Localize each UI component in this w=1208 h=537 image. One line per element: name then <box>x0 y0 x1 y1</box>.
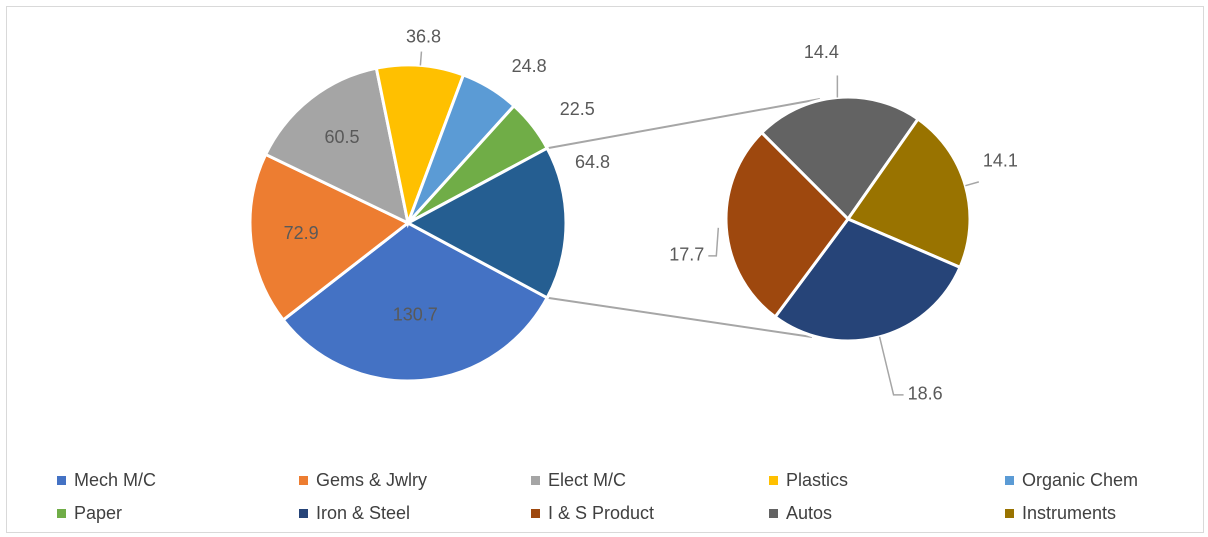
legend-label-organic-chem: Organic Chem <box>1022 470 1138 490</box>
data-labels: 130.7 72.9 60.5 36.8 24.8 22.5 64.8 14.4 14.1 18.… <box>284 26 1018 403</box>
chart-frame <box>6 6 1204 533</box>
secondary-slice-instruments <box>845 116 972 270</box>
leader-line-plastics <box>419 51 423 66</box>
data-label-other: 64.8 <box>575 152 610 172</box>
legend-label-plastics: Plastics <box>786 470 848 490</box>
secondary-slice-i-and-s-product <box>724 130 850 319</box>
data-label-i-and-s-product: 17.7 <box>669 245 704 265</box>
connector-line-bottom <box>547 296 813 338</box>
data-label-autos: 14.4 <box>804 42 839 62</box>
leader-line-instruments <box>965 181 980 187</box>
legend-label-elect-m-c: Elect M/C <box>548 470 626 490</box>
legend-swatch-mech-m-c <box>57 476 66 485</box>
main-pie <box>248 63 568 383</box>
data-label-gems-and-jwlry: 72.9 <box>284 223 319 243</box>
legend-item-i-and-s-product: I & S Product <box>531 503 654 523</box>
legend-item-instruments: Instruments <box>1005 503 1116 523</box>
legend-label-gems-and-jwlry: Gems & Jwlry <box>316 470 427 490</box>
connector-line-top <box>547 98 821 150</box>
data-label-elect-m-c: 60.5 <box>324 127 359 147</box>
legend-label-mech-m-c: Mech M/C <box>74 470 156 490</box>
legend-swatch-organic-chem <box>1005 476 1014 485</box>
data-label-instruments: 14.1 <box>983 151 1018 171</box>
legend-swatch-iron-and-steel <box>299 509 308 518</box>
legend-swatch-autos <box>769 509 778 518</box>
legend-item-autos: Autos <box>769 503 832 523</box>
main-slice-gems-and-jwlry <box>248 152 411 323</box>
data-label-mech-m-c: 130.7 <box>393 304 438 324</box>
legend: Mech M/C Gems & Jwlry Elect M/C Plastics Org… <box>57 470 1138 523</box>
main-slice-other <box>404 146 568 300</box>
legend-item-elect-m-c: Elect M/C <box>531 470 626 490</box>
secondary-pie <box>724 95 972 343</box>
data-label-paper: 22.5 <box>560 99 595 119</box>
data-label-organic-chem: 24.8 <box>512 56 547 76</box>
legend-swatch-elect-m-c <box>531 476 540 485</box>
data-label-plastics: 36.8 <box>406 26 441 46</box>
leader-line-i-and-s-product <box>708 227 720 257</box>
legend-label-paper: Paper <box>74 503 122 523</box>
legend-label-instruments: Instruments <box>1022 503 1116 523</box>
legend-swatch-paper <box>57 509 66 518</box>
legend-swatch-i-and-s-product <box>531 509 540 518</box>
legend-item-gems-and-jwlry: Gems & Jwlry <box>299 470 427 490</box>
legend-swatch-plastics <box>769 476 778 485</box>
connector-lines <box>547 98 821 338</box>
legend-swatch-gems-and-jwlry <box>299 476 308 485</box>
leader-line-iron-and-steel <box>878 336 904 396</box>
legend-swatch-instruments <box>1005 509 1014 518</box>
legend-item-iron-and-steel: Iron & Steel <box>299 503 410 523</box>
secondary-slice-iron-and-steel <box>773 217 962 343</box>
main-slice-plastics <box>374 63 466 229</box>
data-label-iron-and-steel: 18.6 <box>908 384 943 404</box>
secondary-slice-autos <box>759 95 921 222</box>
legend-label-autos: Autos <box>786 503 832 523</box>
legend-label-i-and-s-product: I & S Product <box>548 503 654 523</box>
legend-item-mech-m-c: Mech M/C <box>57 470 156 490</box>
legend-item-plastics: Plastics <box>769 470 848 490</box>
legend-label-iron-and-steel: Iron & Steel <box>316 503 410 523</box>
legend-item-paper: Paper <box>57 503 122 523</box>
legend-item-organic-chem: Organic Chem <box>1005 470 1138 490</box>
main-slice-elect-m-c <box>263 66 411 226</box>
